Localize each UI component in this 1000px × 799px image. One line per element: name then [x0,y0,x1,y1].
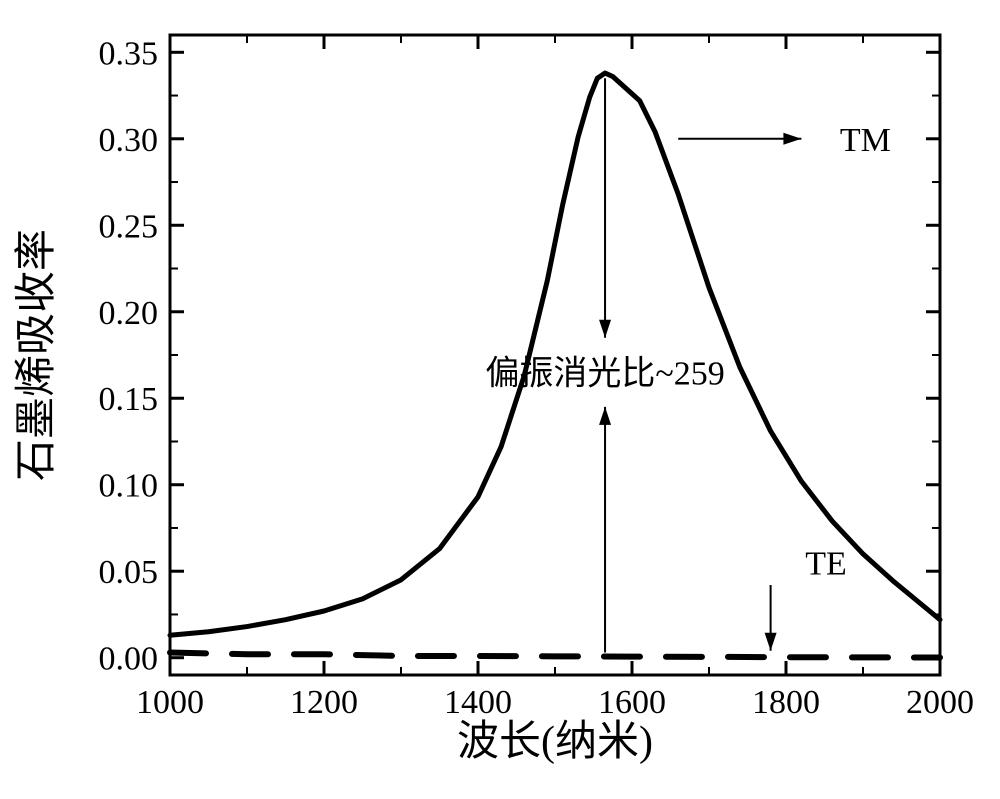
x-tick-label: 1200 [290,684,358,721]
x-tick-label: 1600 [598,684,666,721]
x-axis-label: 波长(纳米) [457,719,653,765]
x-tick-label: 1400 [444,684,512,721]
x-tick-label: 2000 [906,684,974,721]
y-tick-label: 0.25 [99,208,159,245]
y-axis-label: 石墨烯吸收率 [13,229,60,481]
y-tick-label: 0.05 [99,554,159,591]
chart-container: 1000 1200 1400 1600 1800 2000 0.00 0.05 0.10 0.15… [0,0,1000,799]
tm-label: TM [840,122,891,159]
x-tick-label: 1800 [752,684,820,721]
y-tick-label: 0.35 [99,35,159,72]
y-tick-label: 0.20 [99,295,159,332]
ratio-label: 偏振消光比~259 [485,354,724,392]
y-tick-label: 0.30 [99,122,159,159]
y-tick-label: 0.15 [99,381,159,418]
chart-svg: 1000 1200 1400 1600 1800 2000 0.00 0.05 0.10 0.15… [0,0,1000,799]
y-tick-label: 0.00 [99,641,159,678]
te-label: TE [805,546,847,583]
x-tick-label: 1000 [136,684,204,721]
y-tick-label: 0.10 [99,468,159,505]
